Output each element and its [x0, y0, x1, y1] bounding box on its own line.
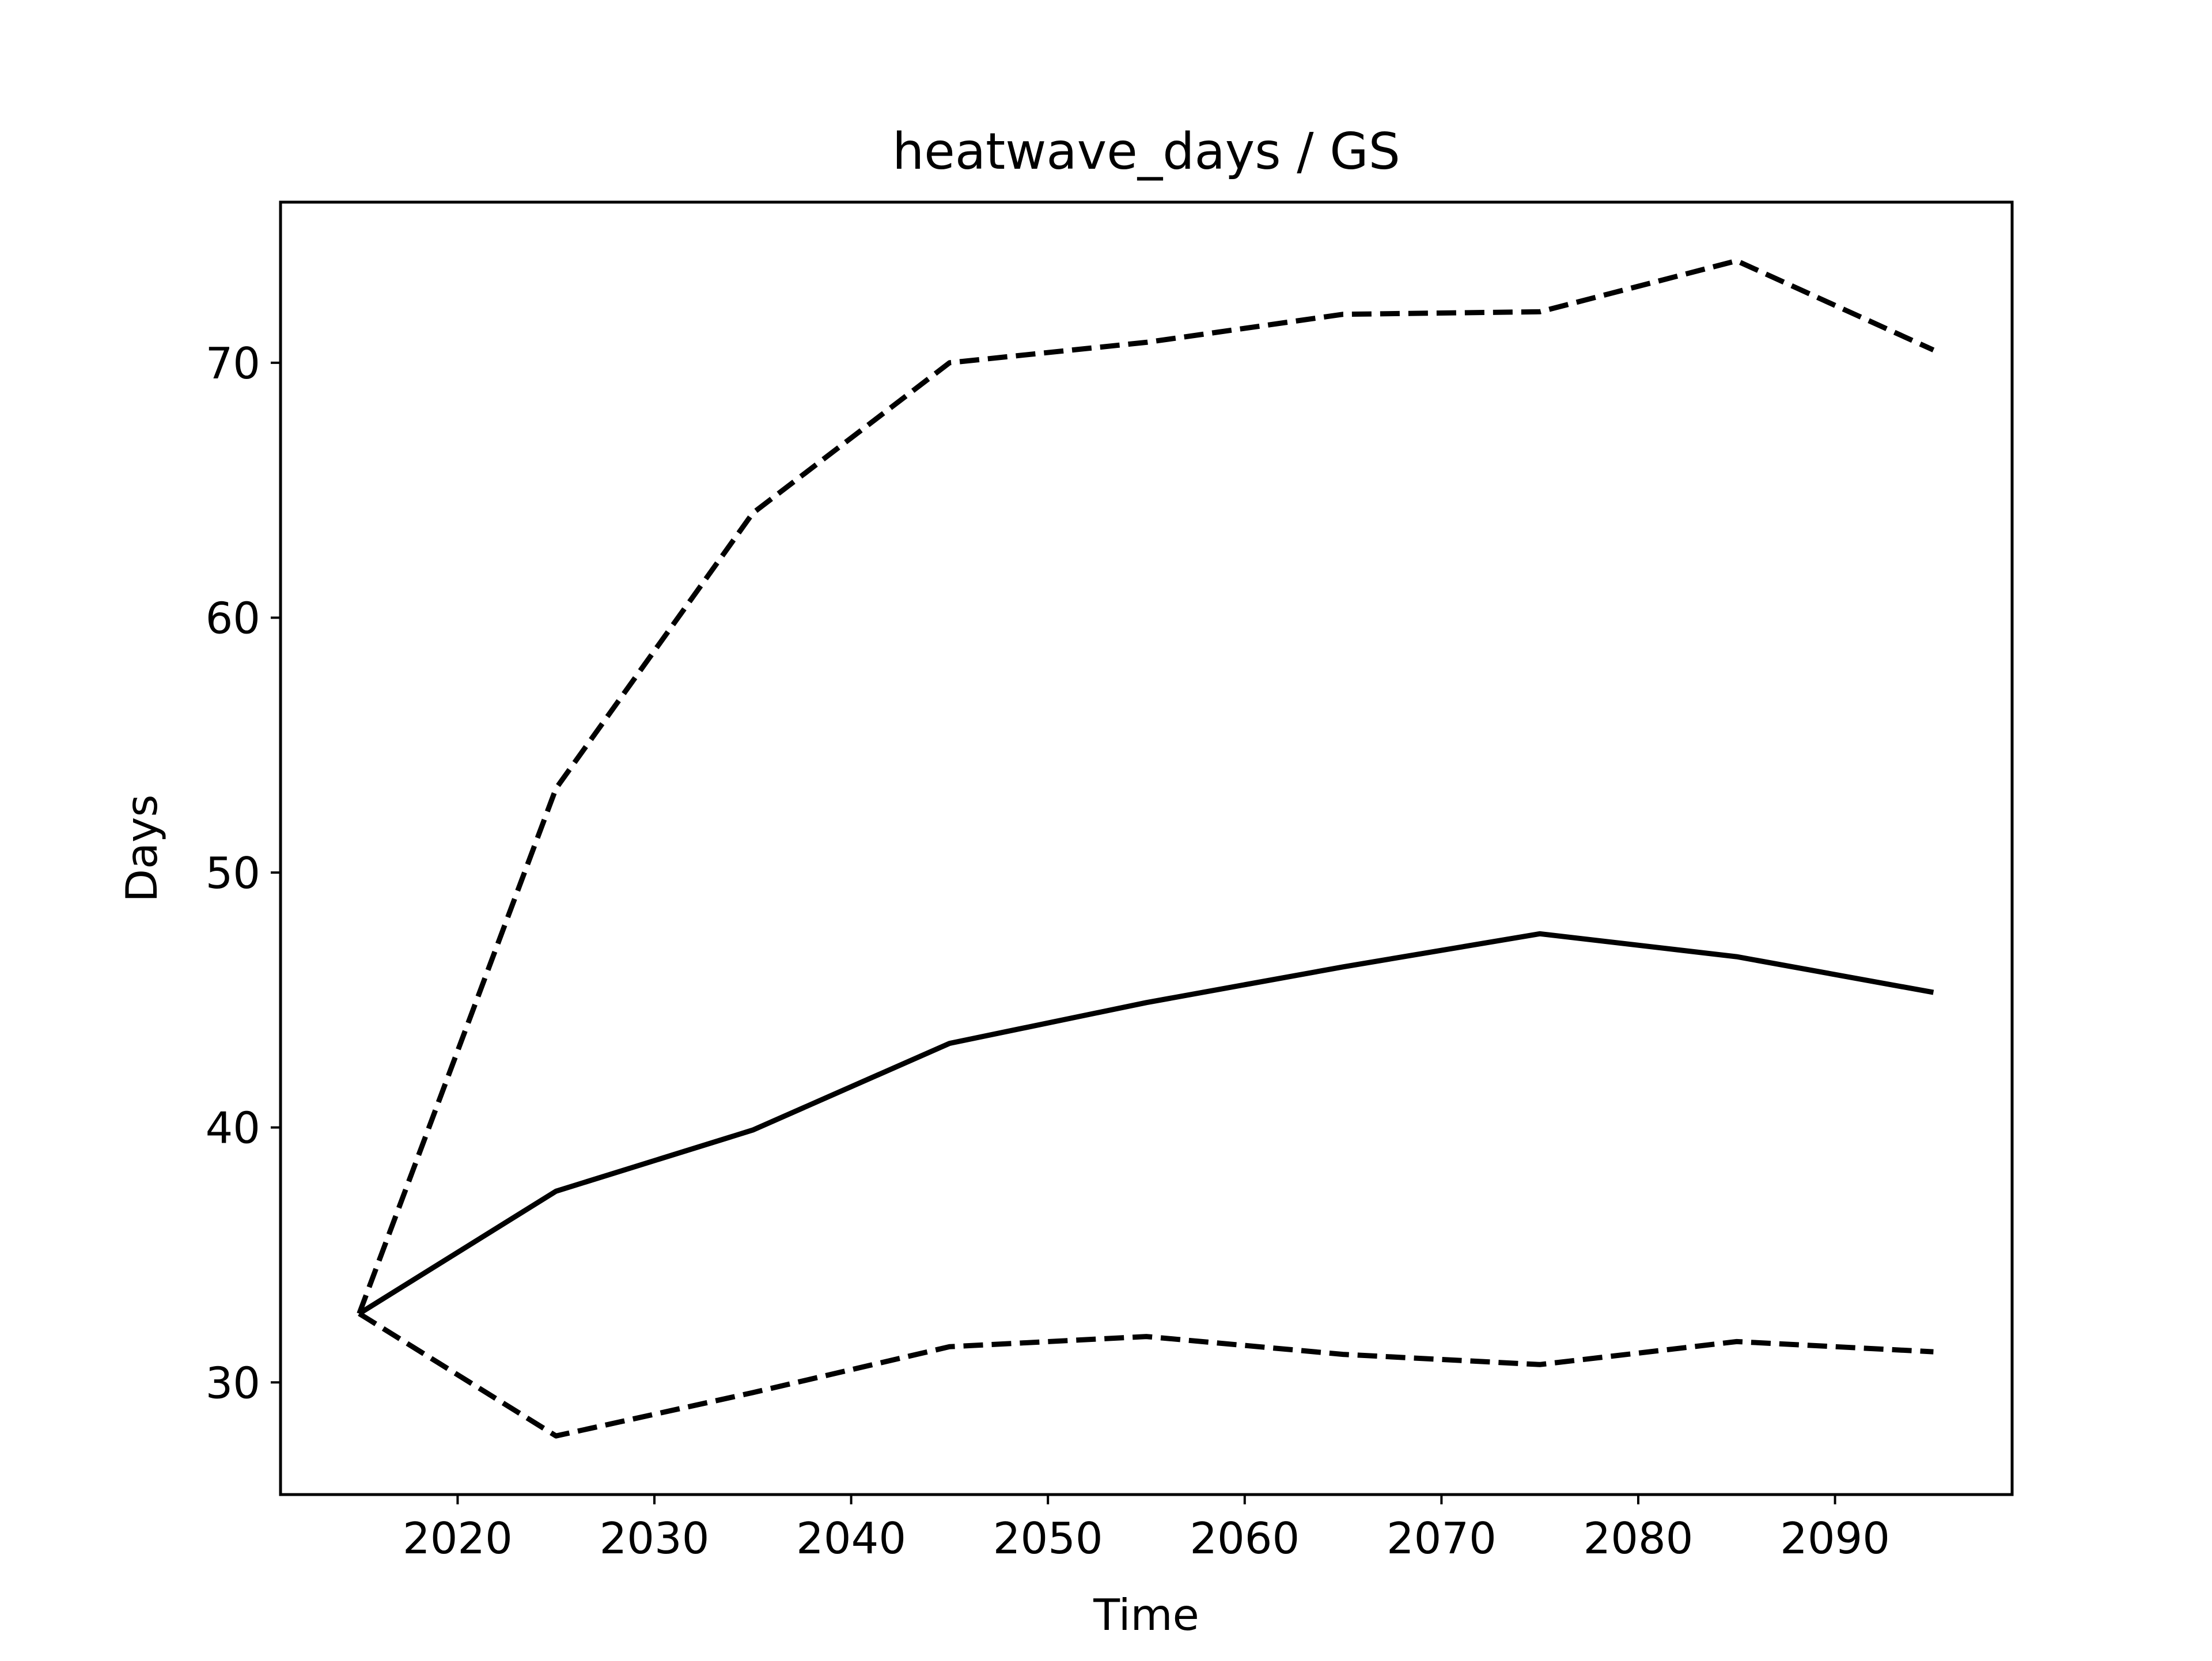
plot-area-frame	[279, 200, 2014, 1496]
x-tick-label: 2030	[600, 1513, 710, 1564]
dashed-series-line-3	[358, 1311, 1934, 1439]
y-axis-ticks: 30 40 50 60 70	[206, 338, 281, 1408]
y-axis-label: Days	[116, 794, 167, 902]
x-tick-label: 2050	[993, 1513, 1103, 1564]
x-tick-label: 2070	[1387, 1513, 1497, 1564]
x-axis-ticks: 2020 2030 2040 2050 2060 2070 2080 2090	[403, 1495, 1890, 1564]
x-tick-label: 2020	[403, 1513, 513, 1564]
x-tick-label: 2040	[796, 1513, 906, 1564]
y-tick-label: 60	[206, 593, 260, 643]
x-tick-label: 2080	[1584, 1513, 1694, 1564]
series-layer	[357, 258, 1935, 1439]
y-tick-label: 30	[206, 1357, 260, 1408]
y-tick-label: 70	[206, 338, 260, 389]
solid-series-line-2	[358, 931, 1934, 1316]
x-tick-label: 2090	[1780, 1513, 1890, 1564]
y-tick-label: 40	[206, 1103, 260, 1154]
y-tick-label: 50	[206, 848, 260, 898]
chart-title: heatwave_days / GS	[892, 122, 1400, 181]
x-tick-label: 2060	[1190, 1513, 1300, 1564]
dashed-series-line-1	[357, 258, 1935, 1315]
x-axis-label: Time	[1093, 1590, 1199, 1640]
